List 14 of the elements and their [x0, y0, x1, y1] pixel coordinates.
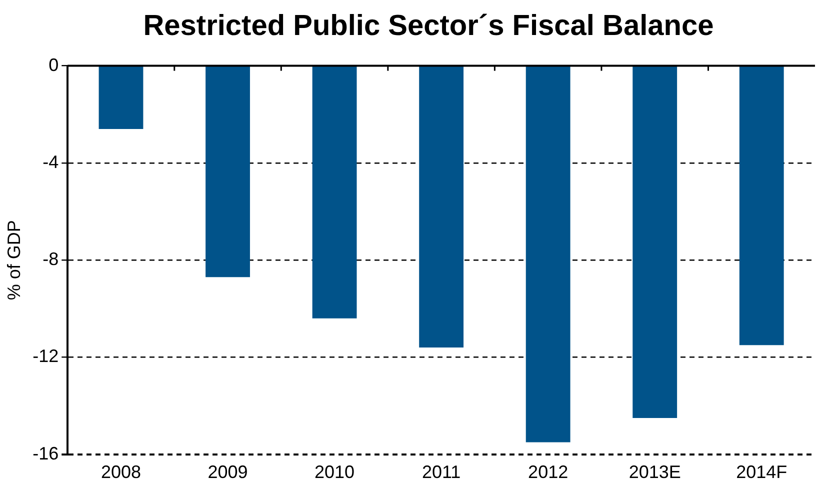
x-tick-label: 2008 [100, 462, 142, 482]
x-tick-label: 2014F [736, 462, 788, 482]
chart-title: Restricted Public Sector´s Fiscal Balance [142, 10, 715, 44]
y-tick-label: 0 [48, 54, 59, 75]
x-tick-label: 2009 [208, 462, 248, 482]
y-tick-label: -12 [32, 346, 59, 366]
x-tick-label: 2013E [628, 462, 681, 482]
y-axis-title: % of GDP [4, 220, 24, 300]
x-tick-label: 2011 [422, 462, 461, 482]
x-tick-label: 2010 [314, 462, 355, 482]
y-tick-label: -4 [42, 152, 59, 172]
x-tick-label: 2012 [528, 462, 568, 482]
y-tick-label: -8 [42, 249, 59, 270]
y-tick-label: -16 [32, 443, 59, 464]
